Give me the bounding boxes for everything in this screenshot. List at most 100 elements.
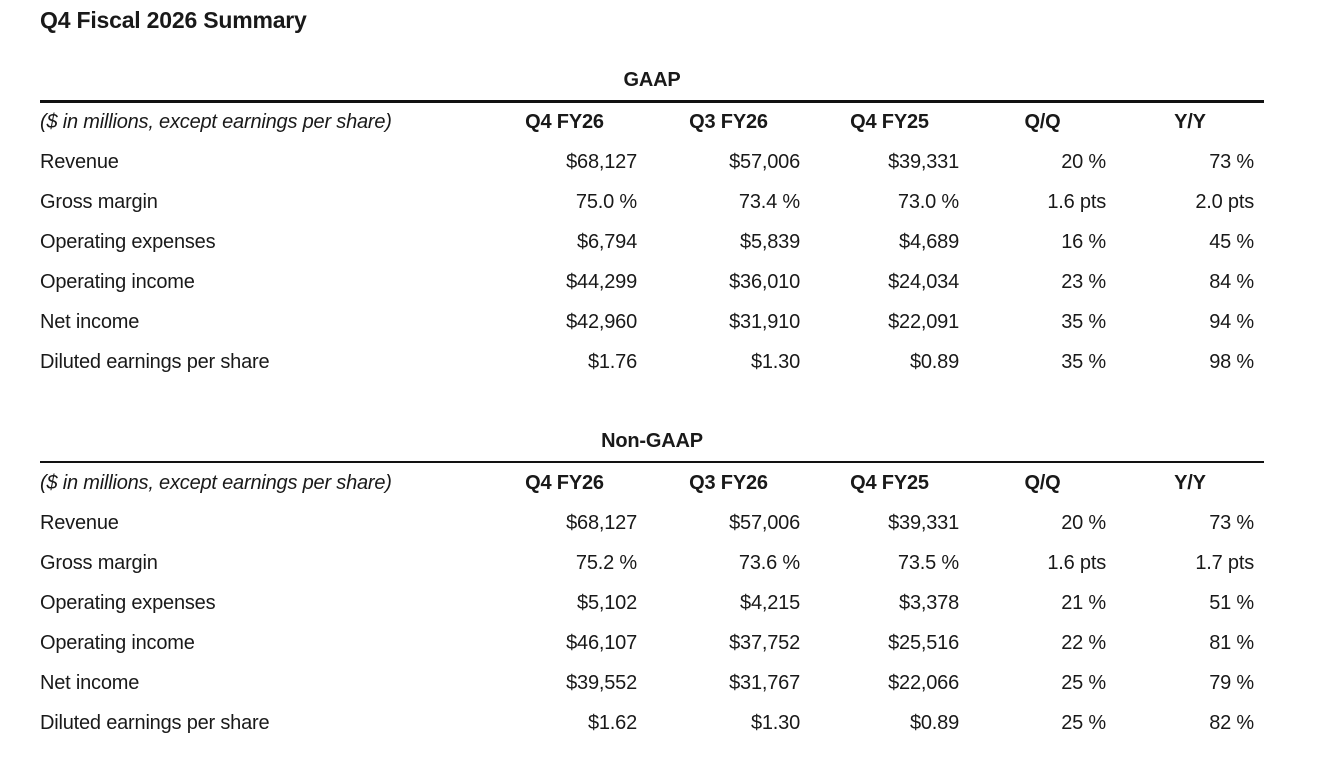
metric-value: 98 % xyxy=(1209,351,1254,373)
gaap-table-heading: GAAP xyxy=(623,69,681,91)
metric-value: $31,767 xyxy=(729,671,800,694)
metric-label: Diluted earnings per share xyxy=(40,351,270,373)
non-gaap-table-heading: Non-GAAP xyxy=(601,429,703,452)
metric-value: 75.2 % xyxy=(575,551,637,574)
column-header-q3-fy26: Q3 FY26 xyxy=(689,471,768,494)
metric-value: $1.30 xyxy=(750,351,800,373)
metric-label: Gross margin xyxy=(40,191,158,213)
metric-value: 81 % xyxy=(1209,631,1254,654)
metric-value: 51 % xyxy=(1209,591,1254,614)
metric-value: 73 % xyxy=(1209,511,1254,534)
metric-value: 1.6 pts xyxy=(1047,551,1106,574)
metric-value: $0.89 xyxy=(909,351,959,373)
metric-value: 73.0 % xyxy=(897,191,959,213)
table-row-gross-margin: Gross margin 75.0 % 73.4 % 73.0 % 1.6 pt… xyxy=(40,183,1264,223)
table-row-operating-expenses: Operating expenses $6,794 $5,839 $4,689 … xyxy=(40,223,1264,263)
metric-label: Diluted earnings per share xyxy=(40,711,270,734)
page-title: Q4 Fiscal 2026 Summary xyxy=(40,7,307,33)
table-row-operating-income: Operating income $46,107 $37,752 $25,516… xyxy=(40,623,1264,663)
metric-value: $31,910 xyxy=(729,311,800,333)
metric-value: 73.4 % xyxy=(738,191,800,213)
metric-label: Revenue xyxy=(40,511,119,534)
column-header-qq: Q/Q xyxy=(1024,111,1061,133)
metric-value: $1.76 xyxy=(587,351,637,373)
gaap-header-rule xyxy=(40,100,1264,103)
metric-value: $57,006 xyxy=(729,511,800,534)
metric-value: 94 % xyxy=(1209,311,1254,333)
table-row-net-income: Net income $39,552 $31,767 $22,066 25 % … xyxy=(40,663,1264,703)
metric-label: Net income xyxy=(40,311,140,333)
non-gaap-header-row: ($ in millions, except earnings per shar… xyxy=(40,463,1264,503)
metric-value: $68,127 xyxy=(566,511,637,534)
metric-value: $6,794 xyxy=(577,231,637,253)
metric-value: $22,091 xyxy=(888,311,959,333)
metric-value: $44,299 xyxy=(566,271,637,293)
units-note: ($ in millions, except earnings per shar… xyxy=(40,471,392,494)
metric-value: 21 % xyxy=(1061,591,1106,614)
metric-value: $39,552 xyxy=(566,671,637,694)
metric-value: $37,752 xyxy=(729,631,800,654)
table-row-operating-income: Operating income $44,299 $36,010 $24,034… xyxy=(40,263,1264,303)
column-header-qq: Q/Q xyxy=(1024,471,1061,494)
table-row-revenue: Revenue $68,127 $57,006 $39,331 20 % 73 … xyxy=(40,503,1264,543)
metric-value: 1.7 pts xyxy=(1195,551,1254,574)
table-row-gross-margin: Gross margin 75.2 % 73.6 % 73.5 % 1.6 pt… xyxy=(40,543,1264,583)
gaap-header-row: ($ in millions, except earnings per shar… xyxy=(40,103,1264,143)
column-header-q3-fy26: Q3 FY26 xyxy=(689,111,768,133)
metric-value: 35 % xyxy=(1061,311,1106,333)
metric-value: 20 % xyxy=(1061,151,1106,173)
column-header-q4-fy26: Q4 FY26 xyxy=(525,111,604,133)
metric-value: 1.6 pts xyxy=(1047,191,1106,213)
column-header-yy: Y/Y xyxy=(1174,111,1206,133)
metric-label: Gross margin xyxy=(40,551,158,574)
table-row-operating-expenses: Operating expenses $5,102 $4,215 $3,378 … xyxy=(40,583,1264,623)
metric-value: 73.6 % xyxy=(738,551,800,574)
column-header-q4-fy26: Q4 FY26 xyxy=(525,471,604,494)
metric-value: $3,378 xyxy=(899,591,959,614)
metric-label: Operating expenses xyxy=(40,591,216,614)
metric-value: $1.30 xyxy=(750,711,800,734)
metric-value: $46,107 xyxy=(566,631,637,654)
column-header-yy: Y/Y xyxy=(1174,471,1206,494)
metric-value: $22,066 xyxy=(888,671,959,694)
non-gaap-section: Non-GAAP ($ in millions, except earnings… xyxy=(40,429,1264,744)
metric-value: $68,127 xyxy=(566,151,637,173)
units-note: ($ in millions, except earnings per shar… xyxy=(40,111,392,133)
metric-value: 75.0 % xyxy=(575,191,637,213)
metric-value: 84 % xyxy=(1209,271,1254,293)
metric-value: 79 % xyxy=(1209,671,1254,694)
metric-value: $57,006 xyxy=(729,151,800,173)
metric-value: $0.89 xyxy=(909,711,959,734)
table-row-revenue: Revenue $68,127 $57,006 $39,331 20 % 73 … xyxy=(40,143,1264,183)
metric-value: 2.0 pts xyxy=(1195,191,1254,213)
metric-value: $5,102 xyxy=(577,591,637,614)
metric-value: $39,331 xyxy=(888,151,959,173)
metric-value: 16 % xyxy=(1061,231,1106,253)
table-row-net-income: Net income $42,960 $31,910 $22,091 35 % … xyxy=(40,303,1264,343)
metric-value: $4,215 xyxy=(740,591,800,614)
gaap-section: GAAP ($ in millions, except earnings per… xyxy=(40,68,1264,383)
metric-label: Revenue xyxy=(40,151,119,173)
metric-value: 22 % xyxy=(1061,631,1106,654)
metric-value: 73 % xyxy=(1209,151,1254,173)
gaap-table: ($ in millions, except earnings per shar… xyxy=(40,103,1264,383)
metric-value: 82 % xyxy=(1209,711,1254,734)
metric-value: 35 % xyxy=(1061,351,1106,373)
non-gaap-header-rule xyxy=(40,460,1264,463)
column-header-q4-fy25: Q4 FY25 xyxy=(850,111,929,133)
metric-label: Operating income xyxy=(40,271,195,293)
metric-label: Operating income xyxy=(40,631,195,654)
table-row-diluted-eps: Diluted earnings per share $1.76 $1.30 $… xyxy=(40,343,1264,383)
metric-value: 25 % xyxy=(1061,671,1106,694)
metric-value: $24,034 xyxy=(888,271,959,293)
metric-value: $1.62 xyxy=(587,711,637,734)
metric-value: 73.5 % xyxy=(897,551,959,574)
metric-value: $39,331 xyxy=(888,511,959,534)
table-row-diluted-eps: Diluted earnings per share $1.62 $1.30 $… xyxy=(40,703,1264,743)
non-gaap-table: ($ in millions, except earnings per shar… xyxy=(40,463,1264,743)
metric-label: Net income xyxy=(40,671,140,694)
column-header-q4-fy25: Q4 FY25 xyxy=(850,471,929,494)
metric-value: $36,010 xyxy=(729,271,800,293)
metric-value: $4,689 xyxy=(899,231,959,253)
summary-page: Q4 Fiscal 2026 Summary GAAP ($ in millio… xyxy=(40,7,1264,744)
